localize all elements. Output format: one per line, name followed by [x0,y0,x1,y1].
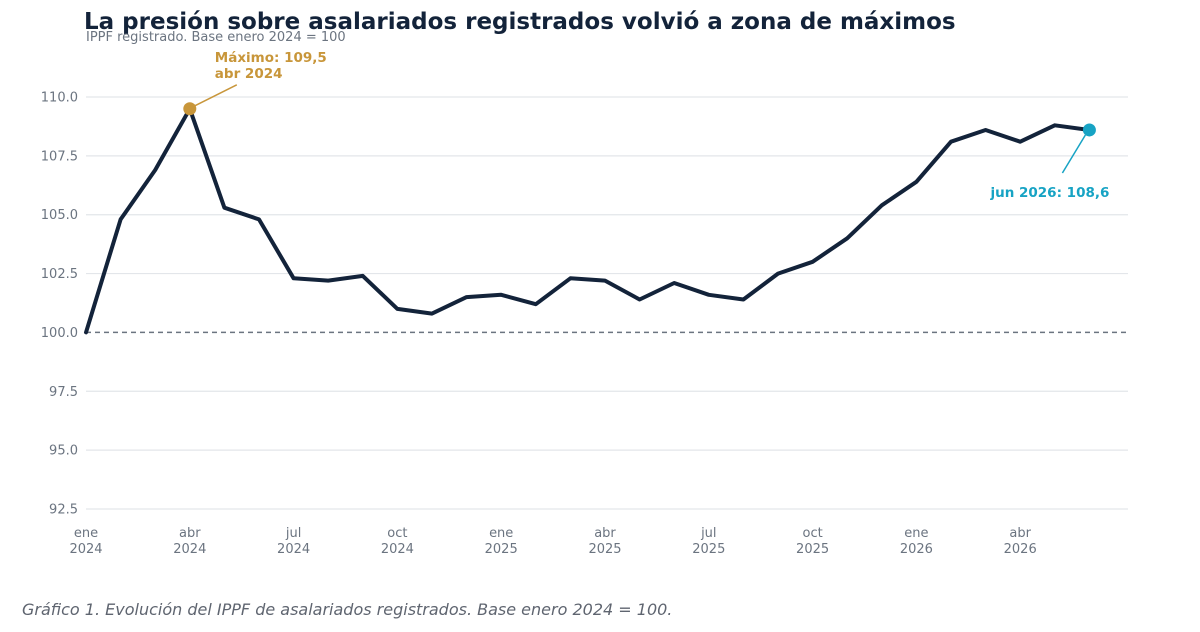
x-tick-label: 2025 [796,542,829,557]
x-tick-label: 2024 [173,542,206,557]
annotation-leader [194,84,238,107]
x-tick-label: ene [489,526,513,541]
y-tick-label: 102.5 [41,267,78,282]
x-tick-label: 2025 [692,542,725,557]
chart-title: La presión sobre asalariados registrados… [84,9,956,35]
annotation-label: jun 2026: 108,6 [989,185,1109,201]
x-tick-label: 2026 [900,542,933,557]
annotation-label: Máximo: 109,5 [215,50,327,66]
y-tick-label: 100.0 [41,326,78,341]
x-axis: ene2024abr2024jul2024oct2024ene2025abr20… [69,526,1036,557]
x-tick-label: abr [594,526,616,541]
x-tick-label: jul [285,526,301,541]
y-tick-label: 97.5 [49,385,78,400]
x-tick-label: 2026 [1004,542,1037,557]
x-tick-label: 2024 [69,542,102,557]
x-tick-label: abr [179,526,201,541]
y-tick-label: 110.0 [41,91,78,106]
chart-subtitle: IPPF registrado. Base enero 2024 = 100 [86,30,346,45]
x-tick-label: 2025 [485,542,518,557]
highlight-point [183,102,197,116]
figure-caption: Gráfico 1. Evolución del IPPF de asalari… [22,600,673,619]
x-tick-label: 2025 [588,542,621,557]
grid [86,96,1128,510]
y-axis: 92.5 95.0 97.5 100.0 102.5 105.0 107.5 110.0 [41,91,78,518]
x-tick-label: ene [74,526,98,541]
annotation-leader [1061,134,1087,174]
series-line [84,106,1092,335]
annotation-label: abr 2024 [215,66,283,82]
y-tick-label: 95.0 [49,444,78,459]
y-tick-label: 107.5 [41,149,78,164]
x-tick-label: oct [802,526,822,541]
x-tick-label: 2024 [277,542,310,557]
y-tick-label: 105.0 [41,208,78,223]
highlight-point [1082,123,1096,137]
y-tick-label: 92.5 [49,503,78,518]
series-group [84,106,1092,335]
x-tick-label: 2024 [381,542,414,557]
x-tick-label: jul [700,526,716,541]
x-tick-label: abr [1009,526,1031,541]
x-tick-label: ene [904,526,928,541]
x-tick-label: oct [387,526,407,541]
